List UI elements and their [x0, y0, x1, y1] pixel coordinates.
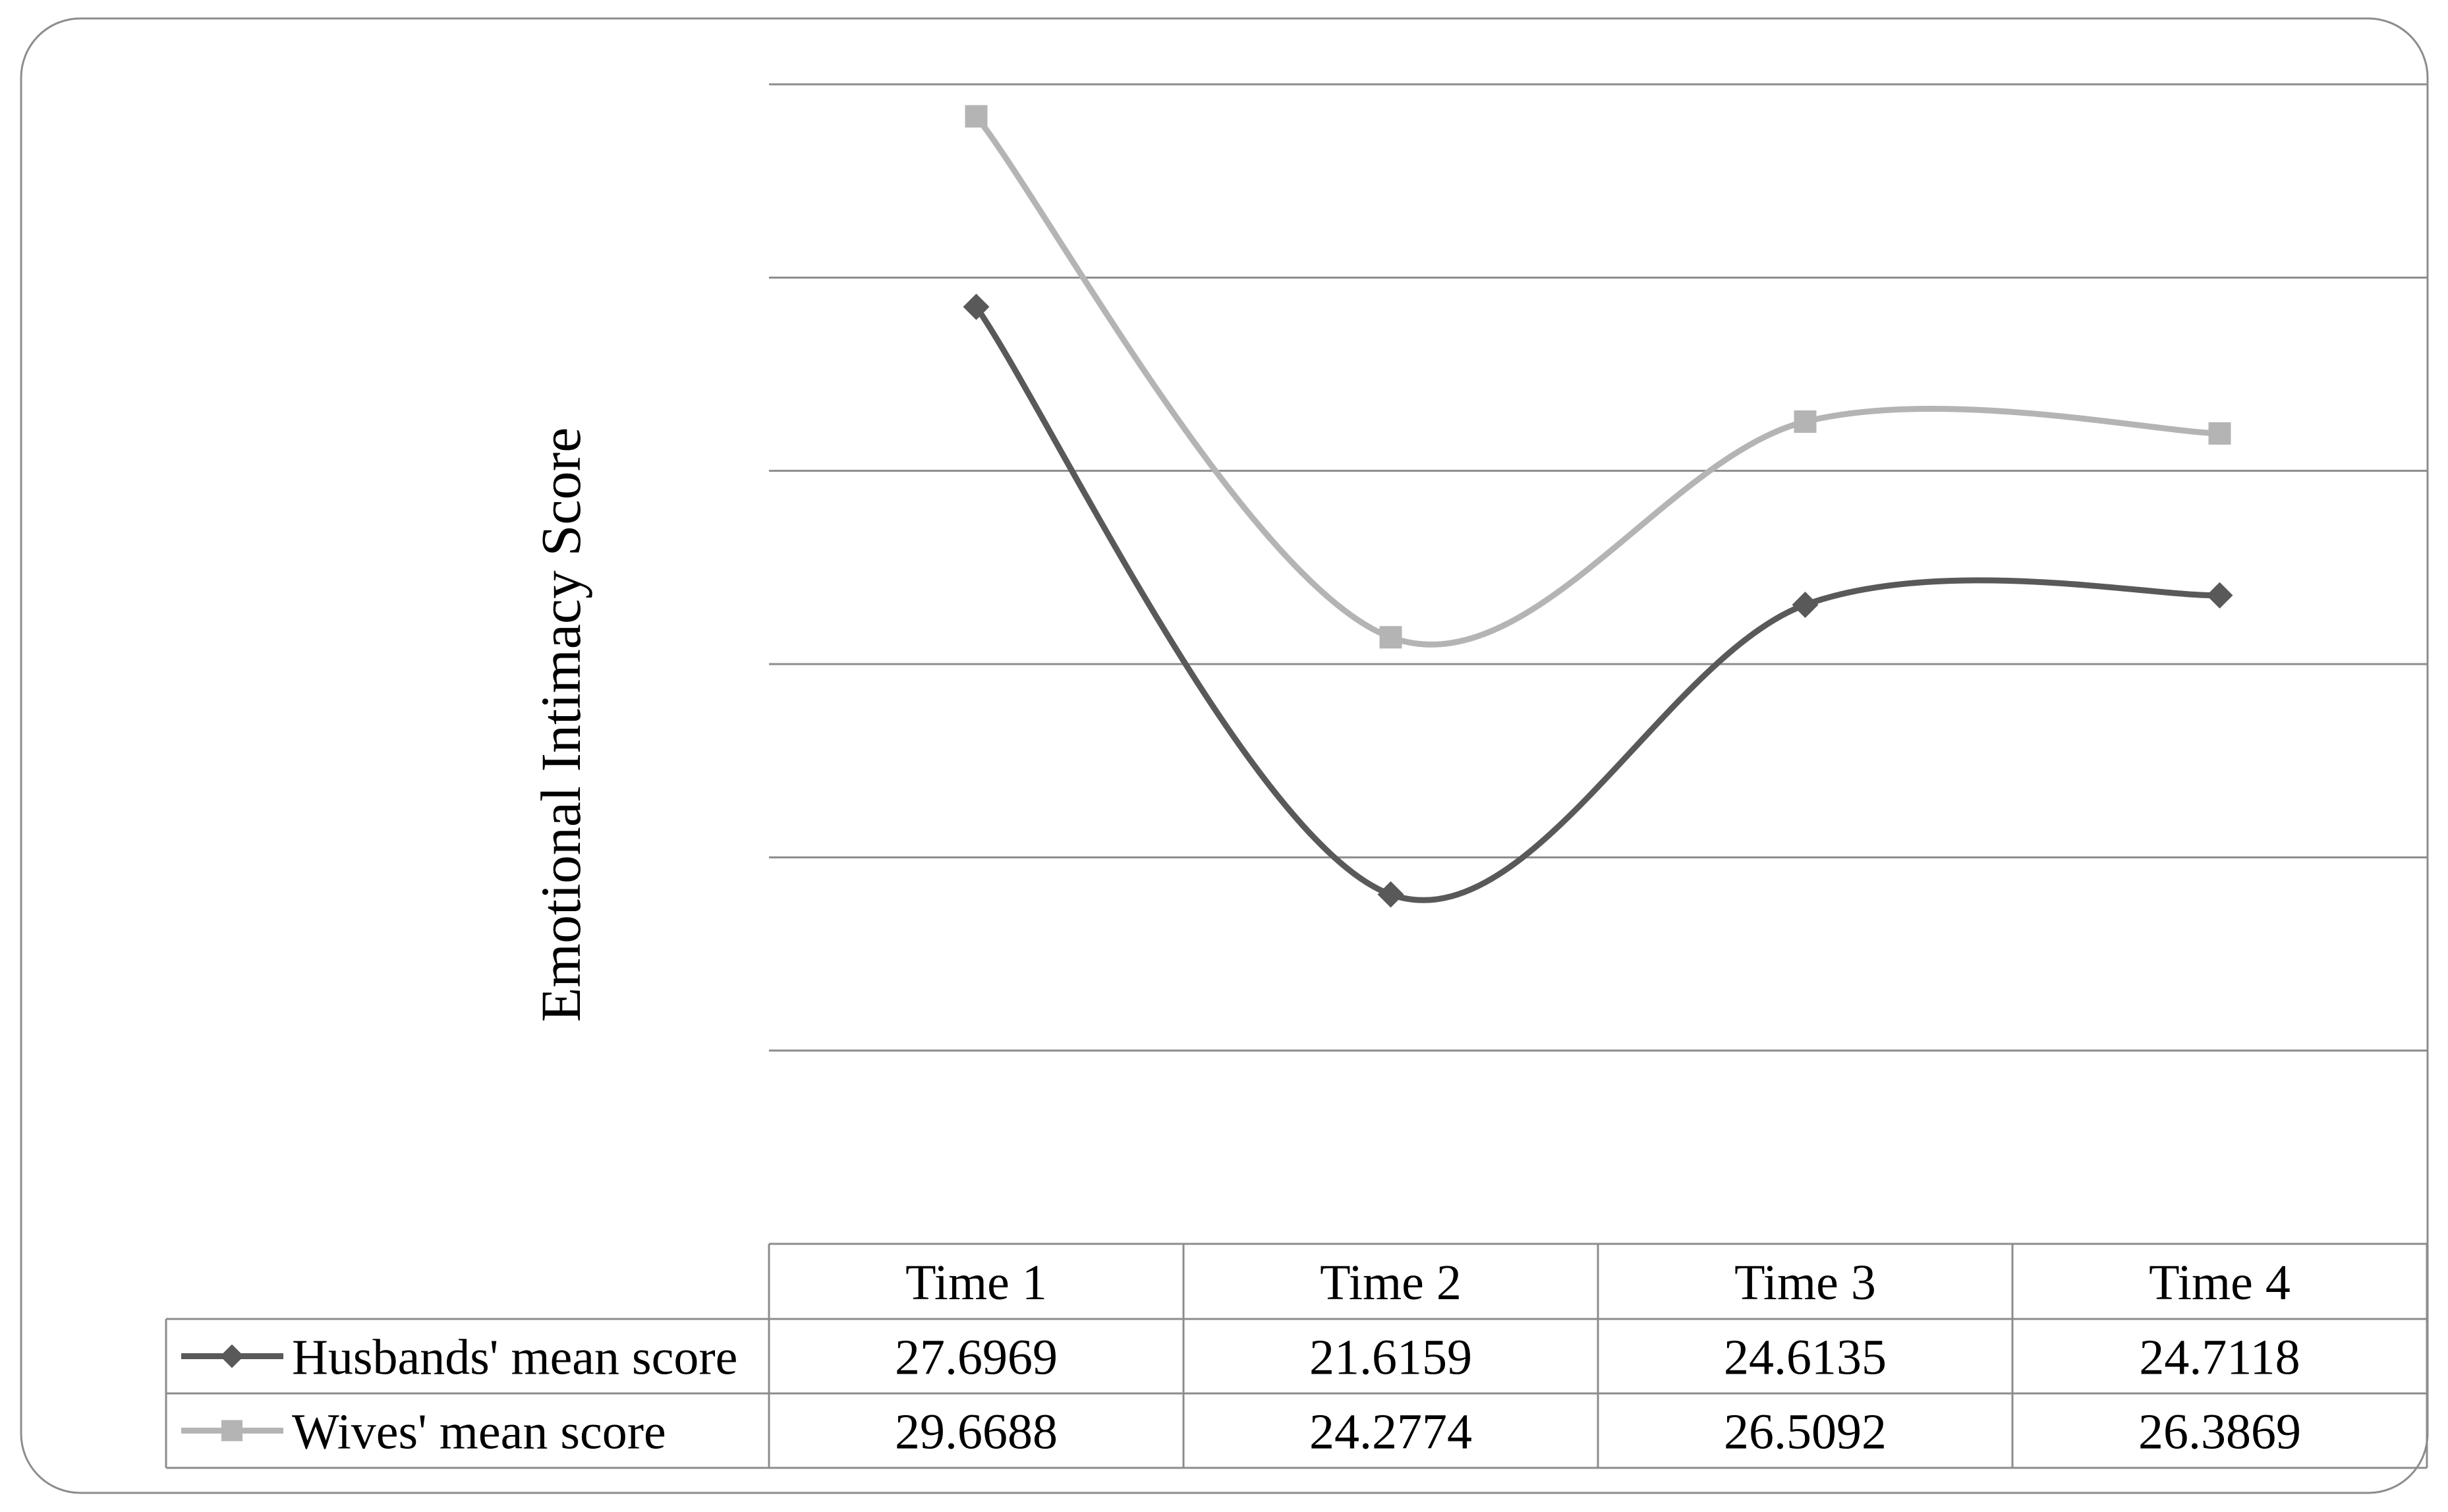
series-line: [973, 305, 2220, 903]
data-label: 27.6969: [895, 1330, 1058, 1386]
data-point: [1794, 410, 1817, 433]
data-point: [1379, 626, 1402, 649]
series: [963, 293, 2233, 908]
data-label: 24.2774: [1309, 1405, 1472, 1460]
data-point: [2208, 422, 2231, 445]
y-axis-label: Emotional Intimacy Score: [529, 428, 592, 1022]
series-layer: [963, 105, 2233, 908]
gridlines: [769, 83, 2427, 1052]
legend-key-marker: [220, 1344, 244, 1368]
data-label: 26.3869: [2138, 1405, 2301, 1460]
legend-key-marker: [221, 1420, 242, 1442]
x-tick-label: Time 4: [2149, 1255, 2291, 1310]
data-label: 29.6688: [895, 1405, 1058, 1460]
legend-series-name: Husbands' mean score: [292, 1330, 737, 1386]
data-point: [963, 293, 990, 320]
data-point: [2206, 582, 2233, 609]
data-label: 26.5092: [1724, 1405, 1887, 1460]
series: [965, 105, 2231, 649]
x-tick-label: Time 3: [1734, 1255, 1876, 1310]
data-point: [1792, 592, 1819, 619]
x-tick-label: Time 1: [905, 1255, 1047, 1310]
data-label: 24.6135: [1724, 1330, 1887, 1386]
x-tick-label: Time 2: [1320, 1255, 1462, 1310]
data-table: Time 1 Time 2 Time 3 Time 4 Husbands' mean s…: [165, 1243, 2428, 1469]
data-label: 21.6159: [1309, 1330, 1472, 1386]
chart-border: [20, 17, 2429, 1494]
series-line: [973, 114, 2220, 648]
data-point: [1377, 881, 1404, 908]
data-label: 24.7118: [2139, 1330, 2300, 1386]
data-point: [965, 105, 988, 128]
legend-series-name: Wives' mean score: [292, 1405, 666, 1460]
